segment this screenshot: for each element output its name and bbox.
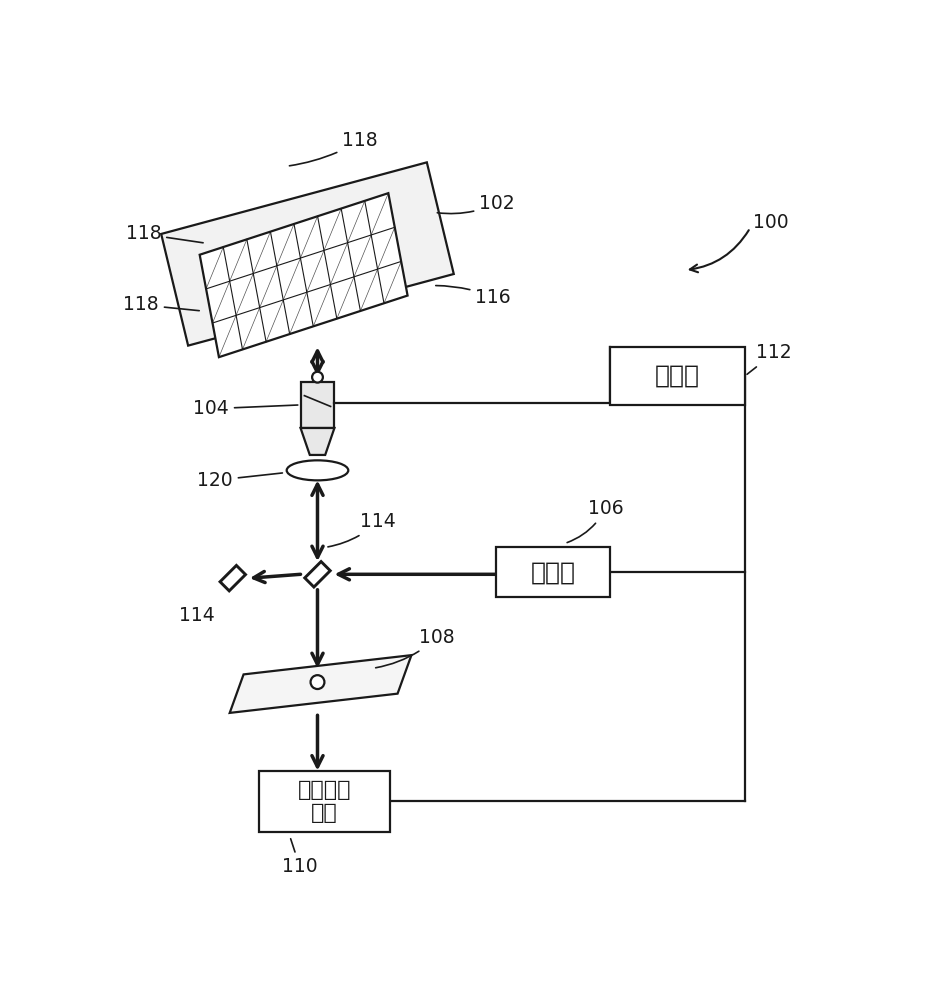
- Text: 118: 118: [126, 224, 203, 243]
- Text: 100: 100: [753, 213, 788, 232]
- Text: 114: 114: [179, 606, 214, 625]
- Polygon shape: [220, 565, 245, 591]
- Text: 106: 106: [568, 499, 624, 543]
- Text: 照明源: 照明源: [530, 560, 576, 584]
- Text: 控制器: 控制器: [655, 364, 700, 388]
- Text: 120: 120: [198, 471, 282, 490]
- Polygon shape: [300, 382, 335, 428]
- Text: 110: 110: [282, 839, 318, 876]
- Polygon shape: [305, 562, 330, 587]
- Polygon shape: [199, 193, 407, 357]
- FancyBboxPatch shape: [496, 547, 610, 597]
- Circle shape: [310, 675, 324, 689]
- Text: 116: 116: [436, 286, 511, 307]
- FancyBboxPatch shape: [610, 347, 745, 405]
- Text: 图像捕获
装置: 图像捕获 装置: [297, 780, 351, 823]
- Text: 118: 118: [290, 131, 377, 166]
- Polygon shape: [161, 162, 454, 346]
- Text: 114: 114: [328, 512, 395, 547]
- Text: 108: 108: [376, 628, 455, 668]
- Polygon shape: [229, 655, 411, 713]
- FancyBboxPatch shape: [259, 771, 390, 832]
- Polygon shape: [300, 428, 335, 455]
- Text: 102: 102: [437, 194, 514, 214]
- Text: 104: 104: [193, 399, 297, 418]
- Text: 118: 118: [123, 295, 199, 314]
- Text: 112: 112: [747, 343, 792, 374]
- Circle shape: [312, 372, 322, 383]
